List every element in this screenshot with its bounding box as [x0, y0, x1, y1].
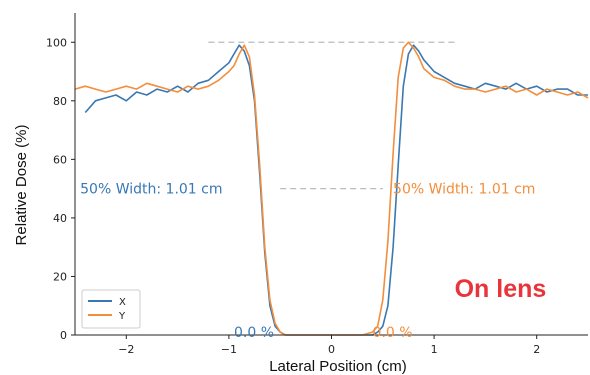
annotation-0: 50% Width: 1.01 cm [80, 182, 222, 198]
y-tick-label: 0 [60, 329, 67, 342]
y-ticks: 0 20 40 60 80 100 [46, 36, 75, 342]
y-tick-label: 20 [53, 270, 67, 283]
annotation-3: 0.0 % [373, 325, 413, 341]
annotations: 50% Width: 1.01 cm 50% Width: 1.01 cm 0.0 … [80, 182, 546, 341]
y-tick-label: 80 [53, 95, 67, 108]
x-tick-label: −2 [118, 343, 134, 356]
x-tick-label: 2 [533, 343, 540, 356]
x-axis-title: Lateral Position (cm) [269, 358, 407, 375]
x-axis-title-main: Lateral Position [269, 358, 372, 375]
x-tick-label: −1 [221, 343, 237, 356]
x-tick-label: 0 [328, 343, 335, 356]
annotation-2: 0.0 % [234, 325, 274, 341]
y-tick-label: 60 [53, 153, 67, 166]
y-tick-label: 40 [53, 212, 67, 225]
on-lens-label: On lens [455, 275, 547, 303]
legend: XY [81, 289, 141, 329]
reference-lines [208, 41, 455, 190]
y-axis-title: Relative Dose (%) [13, 125, 30, 246]
y-tick-label: 100 [46, 36, 67, 49]
x-axis-title-unit: (cm) [377, 358, 407, 375]
annotation-1: 50% Width: 1.01 cm [393, 182, 535, 198]
legend-label-x: X [119, 297, 126, 308]
x-ticks: −2 −1 0 1 2 [118, 335, 540, 356]
x-tick-label: 1 [431, 343, 438, 356]
legend-box [81, 289, 141, 329]
legend-label-y: Y [118, 311, 126, 322]
